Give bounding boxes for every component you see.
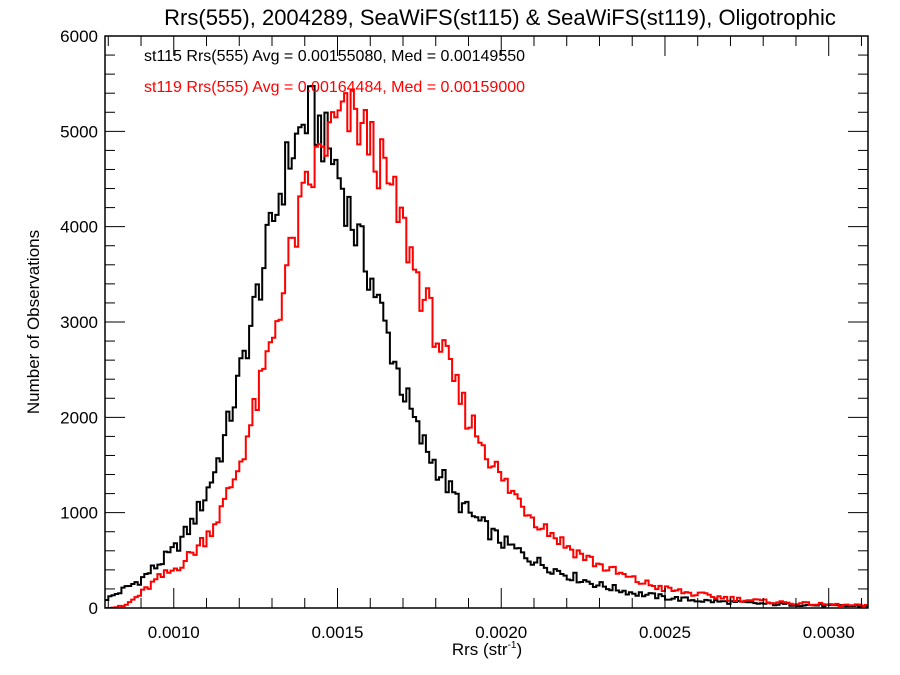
y-axis-label: Number of Observations bbox=[24, 230, 43, 414]
legend-entry-st115: st115 Rrs(555) Avg = 0.00155080, Med = 0… bbox=[144, 48, 525, 65]
x-axis-label: Rrs (str-1) bbox=[452, 640, 522, 659]
series-layer bbox=[105, 85, 868, 608]
y-tick-label: 4000 bbox=[60, 218, 98, 237]
legend-entry-st119: st119 Rrs(555) Avg = 0.00164484, Med = 0… bbox=[144, 79, 525, 96]
x-tick-label: 0.0015 bbox=[312, 623, 364, 642]
x-tick-label: 0.0025 bbox=[639, 623, 691, 642]
y-tick-label: 0 bbox=[89, 599, 98, 618]
series-st119-line bbox=[105, 89, 868, 608]
y-tick-label: 6000 bbox=[60, 27, 98, 46]
x-tick-label: 0.0020 bbox=[475, 623, 527, 642]
series-st115-line bbox=[105, 85, 868, 608]
x-tick-label: 0.0030 bbox=[803, 623, 855, 642]
y-tick-label: 3000 bbox=[60, 313, 98, 332]
x-tick-label: 0.0010 bbox=[148, 623, 200, 642]
y-tick-label: 1000 bbox=[60, 504, 98, 523]
ticks-layer: 0.0010 0.0015 0.0020 0.0025 0.0030 0 1000 2000 3… bbox=[60, 27, 868, 642]
y-tick-label: 2000 bbox=[60, 408, 98, 427]
legend: st115 Rrs(555) Avg = 0.00155080, Med = 0… bbox=[144, 48, 525, 96]
chart-title: Rrs(555), 2004289, SeaWiFS(st115) & SeaW… bbox=[164, 5, 836, 30]
x-axis-label-text: Rrs (str bbox=[452, 640, 508, 659]
y-tick-label: 5000 bbox=[60, 122, 98, 141]
x-axis-label-suffix: ) bbox=[516, 640, 522, 659]
x-axis-label-superscript: -1 bbox=[508, 640, 517, 651]
